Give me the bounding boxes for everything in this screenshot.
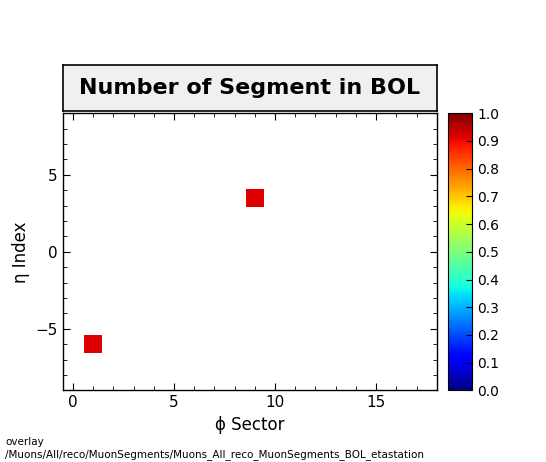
Text: Number of Segment in BOL: Number of Segment in BOL xyxy=(79,78,420,98)
X-axis label: ϕ Sector: ϕ Sector xyxy=(215,416,284,434)
Point xyxy=(251,194,259,201)
Y-axis label: η Index: η Index xyxy=(12,221,30,283)
Point xyxy=(89,340,98,348)
Text: overlay
/Muons/All/reco/MuonSegments/Muons_All_reco_MuonSegments_BOL_etastation: overlay /Muons/All/reco/MuonSegments/Muo… xyxy=(5,437,424,460)
